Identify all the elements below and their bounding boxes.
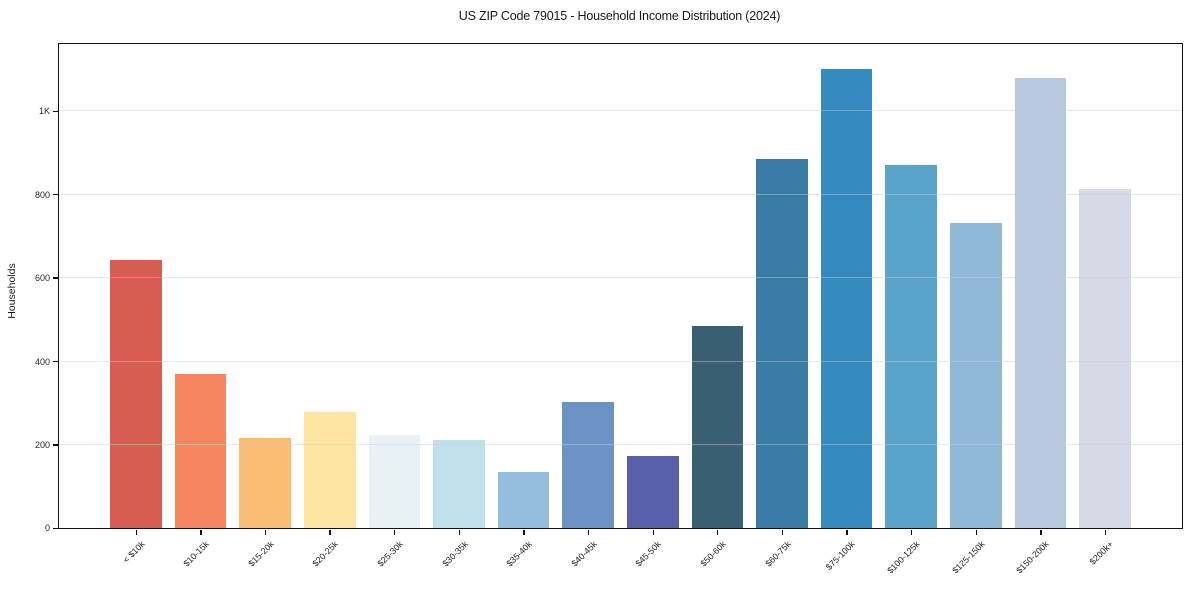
x-tick-label-text: < $10k <box>120 539 147 565</box>
y-tick-label: 600 <box>34 273 50 284</box>
x-tick-label-text: $30-35k <box>439 539 470 569</box>
x-tick-mark <box>329 529 331 535</box>
x-tick-label-text: $10-15k <box>181 539 211 569</box>
bar-60-75k <box>756 158 808 528</box>
x-tick-mark <box>975 529 977 535</box>
x-tick-label-text: $60-75k <box>762 539 793 569</box>
x-tick-mark <box>1104 529 1107 535</box>
bar-45-50k <box>626 456 679 528</box>
y-tick-mark <box>53 444 58 446</box>
x-tick-label-text: $75-100k <box>824 539 858 573</box>
gridline-1K <box>59 110 1182 112</box>
bar-10-15k <box>174 373 227 528</box>
gridline-600 <box>59 277 1182 279</box>
x-tick-mark <box>652 529 654 535</box>
x-tick-mark <box>523 529 525 535</box>
x-tick-mark <box>911 529 913 535</box>
x-tick-label-text: $40-45k <box>569 539 599 569</box>
bar-15-20k <box>239 438 291 528</box>
gridline-200 <box>59 444 1182 446</box>
x-tick-label-text: $45-50k <box>633 539 664 569</box>
bar-75-100k <box>820 69 873 528</box>
bar-40-45k <box>562 402 615 528</box>
y-tick-mark <box>53 193 58 196</box>
x-tick-mark <box>458 529 460 535</box>
y-tick-mark <box>53 527 58 530</box>
x-tick-label-text: $150-200k <box>1014 539 1051 576</box>
x-tick-mark <box>846 529 848 535</box>
y-tick-label: 400 <box>34 356 50 367</box>
x-tick-label-text: $15-20k <box>246 539 276 569</box>
x-tick-label-text: $100-125k <box>885 539 922 576</box>
gridline-800 <box>59 193 1182 195</box>
y-tick-label: 1K <box>38 106 50 117</box>
bar-200k <box>1079 188 1131 528</box>
y-tick-label: 0 <box>44 523 50 534</box>
plot-area <box>58 43 1183 529</box>
x-tick-mark <box>200 529 202 535</box>
y-tick-label: 800 <box>34 189 50 200</box>
gridline-400 <box>59 360 1182 362</box>
x-tick-label-text: $125-150k <box>949 539 987 576</box>
y-tick-mark <box>53 360 58 363</box>
bar-50-60k <box>691 325 744 528</box>
x-tick-label-text: $200k+ <box>1087 539 1116 567</box>
x-tick-mark <box>135 529 137 535</box>
x-tick-mark <box>781 529 784 535</box>
y-tick-mark <box>53 277 58 279</box>
bar-20-25k <box>303 412 356 528</box>
bar-100-125k <box>885 165 938 528</box>
y-axis-label: Households <box>6 263 18 319</box>
bar-35-40k <box>497 472 550 528</box>
x-tick-mark <box>264 529 267 535</box>
x-tick-label-text: $50-60k <box>698 539 728 569</box>
chart-title: US ZIP Code 79015 - Household Income Dis… <box>458 9 781 23</box>
y-tick-mark <box>53 110 58 112</box>
bar-125-150k <box>950 223 1002 528</box>
bar-25-30k <box>368 435 421 528</box>
x-tick-mark <box>587 529 590 535</box>
y-tick-label: 200 <box>34 439 50 450</box>
x-tick-label-text: $20-25k <box>310 539 341 569</box>
x-tick-label-text: $25-30k <box>375 539 405 569</box>
bar-30-35k <box>433 440 485 528</box>
x-tick-label-text: $35-40k <box>504 539 535 569</box>
x-tick-mark <box>717 529 719 535</box>
x-tick-mark <box>1040 529 1042 535</box>
x-tick-mark <box>394 529 396 535</box>
bar-10k <box>110 260 162 528</box>
bar-150-200k <box>1014 78 1067 528</box>
